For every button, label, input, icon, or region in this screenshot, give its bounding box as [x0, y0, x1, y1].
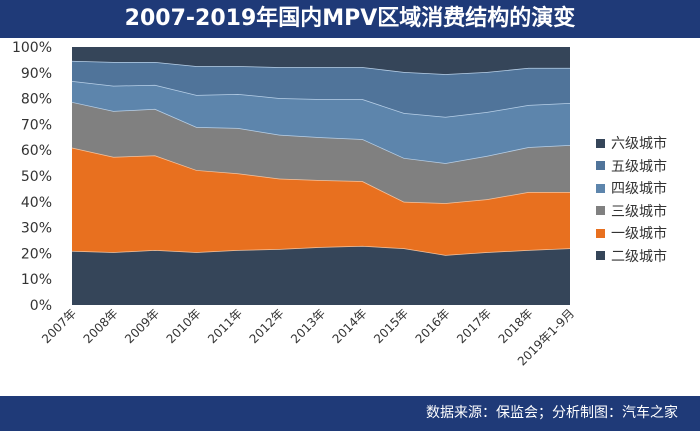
legend-item: 一级城市: [596, 222, 667, 245]
legend-item: 三级城市: [596, 200, 667, 223]
legend-swatch: [596, 161, 605, 171]
legend-swatch: [596, 228, 605, 238]
x-tick-label: 2015年: [371, 306, 411, 346]
y-tick-label: 90%: [21, 66, 52, 82]
x-tick-label: 2008年: [81, 306, 121, 346]
legend-swatch: [596, 206, 605, 216]
y-tick-label: 70%: [21, 117, 52, 133]
y-tick-label: 50%: [21, 169, 52, 185]
x-tick-label: 2018年: [496, 306, 536, 346]
legend-item: 二级城市: [596, 245, 667, 268]
legend-swatch: [596, 138, 605, 148]
x-tick-label: 2012年: [247, 306, 287, 346]
legend-label: 一级城市: [611, 226, 667, 243]
y-tick-label: 60%: [21, 143, 52, 159]
legend-swatch: [596, 183, 605, 193]
legend-item: 五级城市: [596, 155, 667, 178]
x-tick-label: 2017年: [454, 306, 494, 346]
x-tick-label: 2014年: [330, 306, 370, 346]
y-tick-label: 20%: [21, 246, 52, 262]
y-tick-label: 10%: [21, 272, 52, 288]
y-tick-label: 80%: [21, 92, 52, 108]
area-3: [72, 81, 570, 164]
y-tick-label: 40%: [21, 195, 52, 211]
legend: 六级城市五级城市四级城市三级城市一级城市二级城市: [596, 132, 667, 267]
legend-swatch: [596, 251, 605, 261]
area-5: [72, 47, 570, 75]
legend-label: 二级城市: [611, 248, 667, 265]
legend-label: 六级城市: [611, 136, 667, 153]
x-tick-label: 2010年: [164, 306, 204, 346]
chart-title: 2007-2019年国内MPV区域消费结构的演变: [0, 0, 700, 38]
x-tick-label: 2013年: [288, 306, 328, 346]
y-tick-label: 30%: [21, 221, 52, 237]
y-tick-label: 0%: [30, 298, 52, 314]
area-1: [72, 147, 570, 255]
x-tick-label: 2009年: [122, 306, 162, 346]
x-tick-label: 2011年: [205, 306, 245, 346]
area-4: [72, 60, 570, 117]
legend-label: 五级城市: [611, 158, 667, 175]
legend-label: 四级城市: [611, 181, 667, 198]
legend-item: 六级城市: [596, 132, 667, 155]
legend-item: 四级城市: [596, 177, 667, 200]
y-tick-label: 100%: [12, 40, 52, 56]
source-note: 数据来源：保监会；分析制图：汽车之家: [0, 396, 700, 431]
legend-label: 三级城市: [611, 203, 667, 220]
x-tick-label: 2016年: [413, 306, 453, 346]
area-0: [72, 245, 570, 305]
